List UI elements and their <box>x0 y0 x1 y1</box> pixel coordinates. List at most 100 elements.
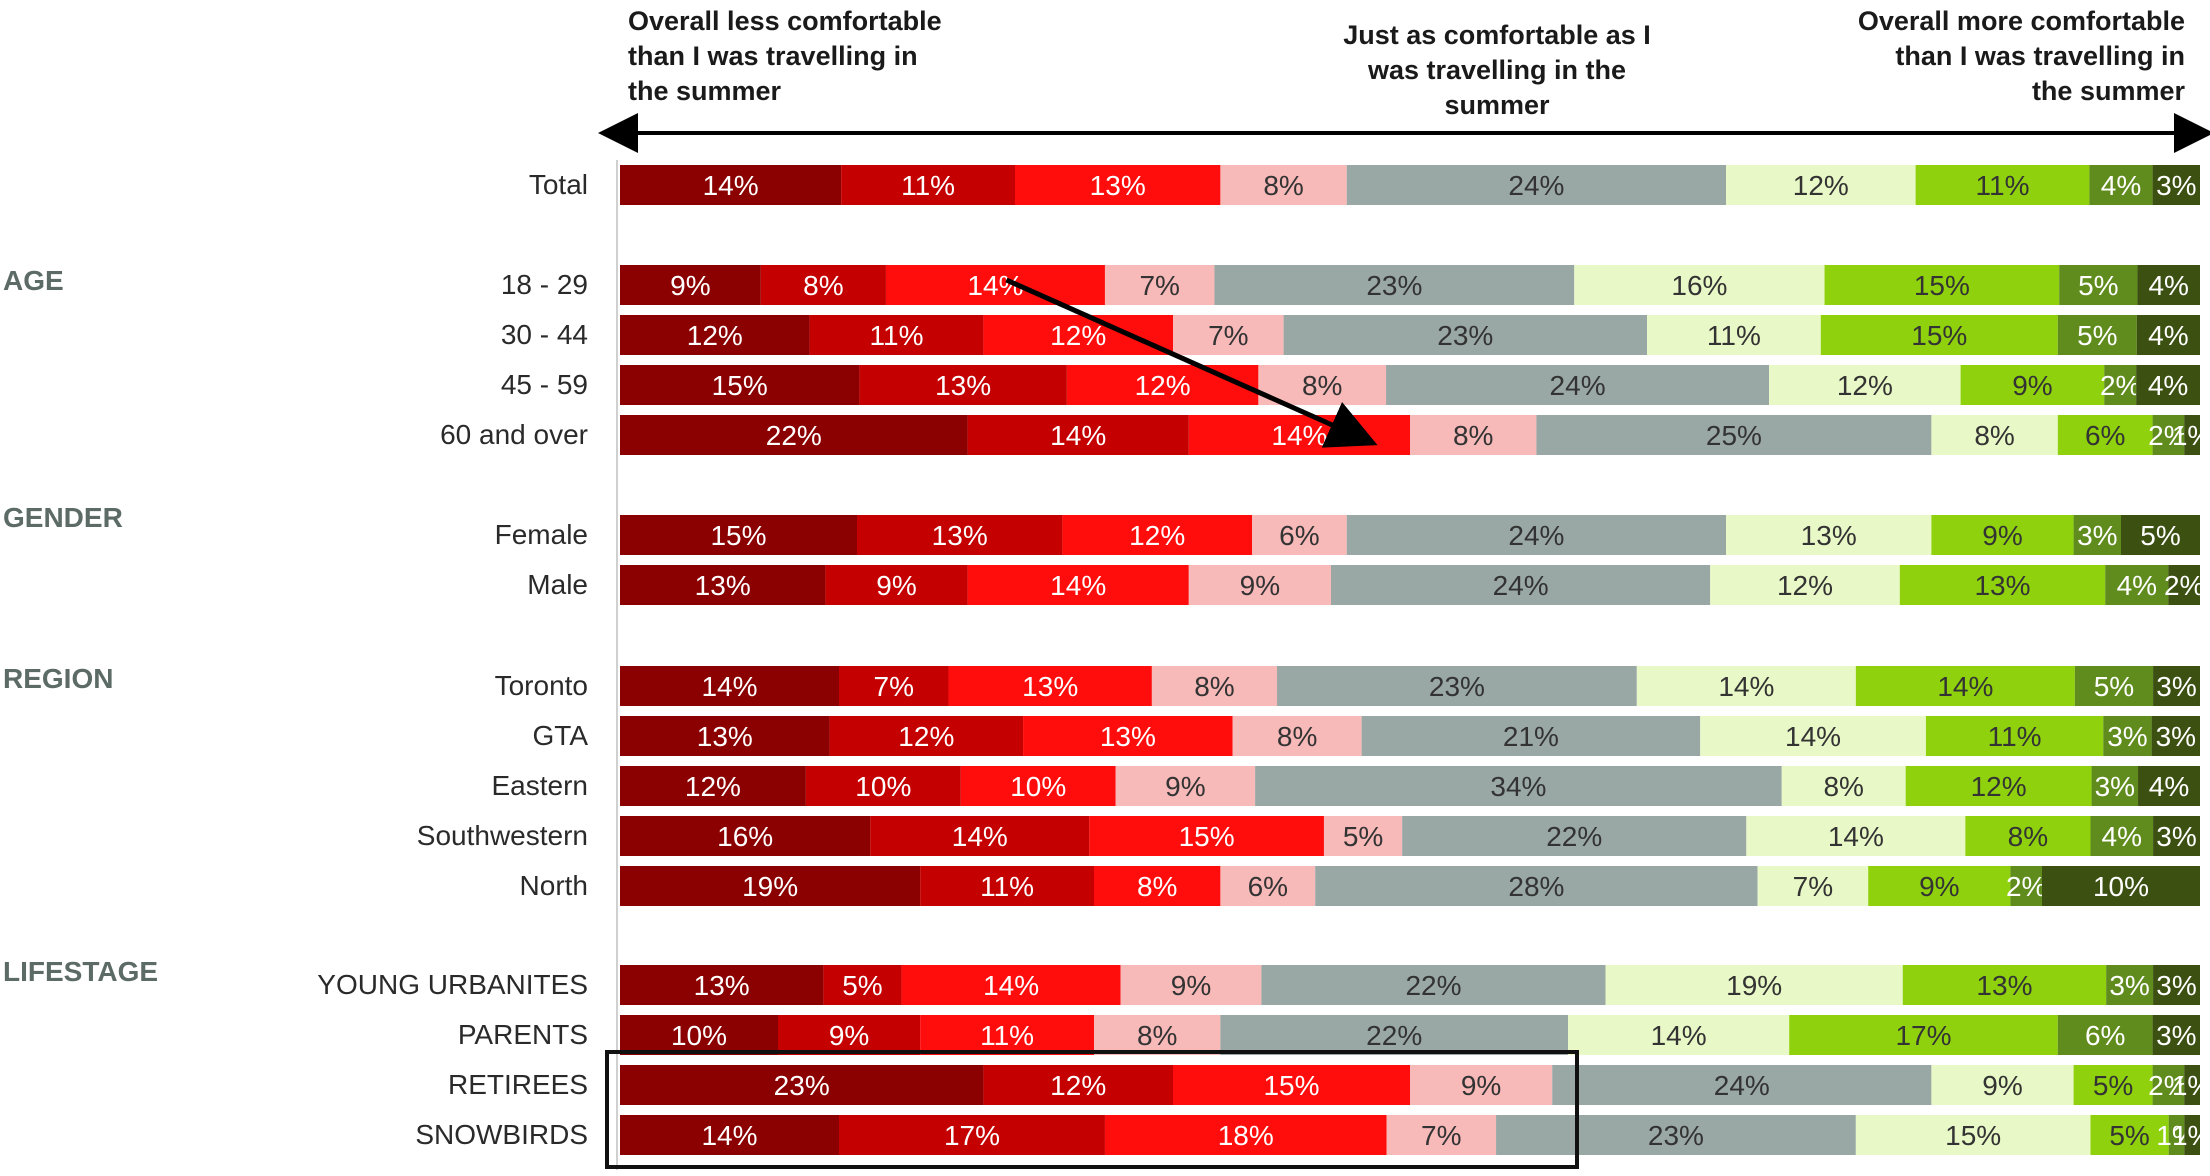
bar-segment <box>1855 1115 2091 1155</box>
bar-segment <box>1089 816 1324 856</box>
bar-segment <box>805 766 961 806</box>
bar-segment <box>1902 965 2107 1005</box>
trend-arrow <box>1005 277 1378 448</box>
data-label: 22% <box>1405 970 1461 1001</box>
bar-segment <box>839 1115 1105 1155</box>
data-label: 13% <box>1100 721 1156 752</box>
row-label: 30 - 44 <box>501 319 588 350</box>
data-label: 12% <box>1837 370 1893 401</box>
bar-segment <box>1855 666 2075 706</box>
data-label: 9% <box>1919 871 1959 902</box>
bar-segment <box>1899 565 2106 605</box>
data-label: 5% <box>2094 671 2134 702</box>
bar-segment <box>823 965 902 1005</box>
bar-segment <box>1410 415 1537 455</box>
data-label: 4% <box>2101 170 2141 201</box>
bar-segment <box>2073 1065 2153 1105</box>
bar-segment <box>1636 666 1856 706</box>
data-label: 9% <box>1240 570 1280 601</box>
data-label: 9% <box>1982 520 2022 551</box>
bar-segment <box>1346 515 1726 555</box>
bar-segment <box>2184 1115 2200 1155</box>
bar-segment <box>1789 1015 2058 1055</box>
bar-segment <box>1104 265 1215 305</box>
bar-segment <box>1536 415 1932 455</box>
bar-segment <box>967 565 1189 605</box>
bar-segment <box>2138 766 2200 806</box>
bar-segment <box>1726 165 1916 205</box>
data-label: 8% <box>1302 370 1342 401</box>
data-label: 8% <box>1974 420 2014 451</box>
bar-segment <box>1647 315 1821 355</box>
data-label: 1% <box>2172 1070 2210 1101</box>
bar-segment <box>1015 165 1221 205</box>
bar-segment <box>2168 1115 2185 1155</box>
data-label: 12% <box>1971 771 2027 802</box>
data-label: 3% <box>2156 821 2196 852</box>
data-label: 3% <box>2156 970 2196 1001</box>
bar-segment <box>2137 265 2200 305</box>
data-label: 2% <box>2164 570 2204 601</box>
bar-segment <box>2152 165 2200 205</box>
data-label: 15% <box>1179 821 1235 852</box>
bar-segment <box>2104 365 2137 405</box>
bar-segment <box>1315 866 1758 906</box>
data-label: 22% <box>1366 1020 1422 1051</box>
data-label: 12% <box>1050 1070 1106 1101</box>
row-label: 60 and over <box>440 419 588 450</box>
data-label: 13% <box>694 970 750 1001</box>
data-label: 2% <box>2006 871 2046 902</box>
bar-segment <box>2010 866 2042 906</box>
bar-segment <box>620 315 810 355</box>
bar-segment <box>2151 716 2200 756</box>
data-label: 8% <box>1137 871 1177 902</box>
data-label: 14% <box>1937 671 1993 702</box>
data-label: 12% <box>1129 520 1185 551</box>
data-label: 9% <box>1171 970 1211 1001</box>
data-label: 1% <box>2172 420 2210 451</box>
header-left-line: the summer <box>628 76 782 106</box>
row-label: SNOWBIRDS <box>415 1119 588 1150</box>
row-label: PARENTS <box>458 1019 588 1050</box>
data-label: 4% <box>2148 320 2188 351</box>
data-label: 11% <box>1988 721 2042 752</box>
data-label: 11% <box>901 170 955 201</box>
bar-segment <box>857 515 1063 555</box>
data-label: 6% <box>2085 1020 2125 1051</box>
data-label: 13% <box>1090 170 1146 201</box>
bar-segment <box>2136 315 2200 355</box>
data-label: 4% <box>2102 821 2142 852</box>
bar-segment <box>620 866 921 906</box>
bar-segment <box>983 1065 1173 1105</box>
bar-segment <box>948 666 1152 706</box>
bar-segment <box>1277 666 1637 706</box>
data-label: 8% <box>1277 721 1317 752</box>
data-label: 14% <box>1651 1020 1707 1051</box>
bar-segment <box>1261 965 1606 1005</box>
row-label: GTA <box>533 720 589 751</box>
bar-segment <box>1931 515 2074 555</box>
bar-segment <box>1710 565 1900 605</box>
data-label: 12% <box>1777 570 1833 601</box>
data-label: 23% <box>1429 671 1485 702</box>
bar-segment <box>620 1015 778 1055</box>
bar-segment <box>1965 816 2091 856</box>
data-label: 14% <box>1785 721 1841 752</box>
header-middle-line: summer <box>1444 90 1550 120</box>
bar-segment <box>967 415 1189 455</box>
data-label: 11% <box>980 871 1034 902</box>
bar-segment <box>2089 165 2153 205</box>
bar-segment <box>620 965 824 1005</box>
data-label: 14% <box>952 821 1008 852</box>
group-label: REGION <box>3 663 113 694</box>
bar-segment <box>825 565 968 605</box>
data-label: 3% <box>2107 721 2147 752</box>
data-label: 9% <box>1165 771 1205 802</box>
data-label: 13% <box>1974 570 2030 601</box>
bar-segment <box>839 666 949 706</box>
data-label: 10% <box>671 1020 727 1051</box>
data-label: 13% <box>935 370 991 401</box>
row-label: Southwestern <box>417 820 588 851</box>
data-label: 3% <box>2156 1020 2196 1051</box>
group-label: LIFESTAGE <box>3 956 158 987</box>
